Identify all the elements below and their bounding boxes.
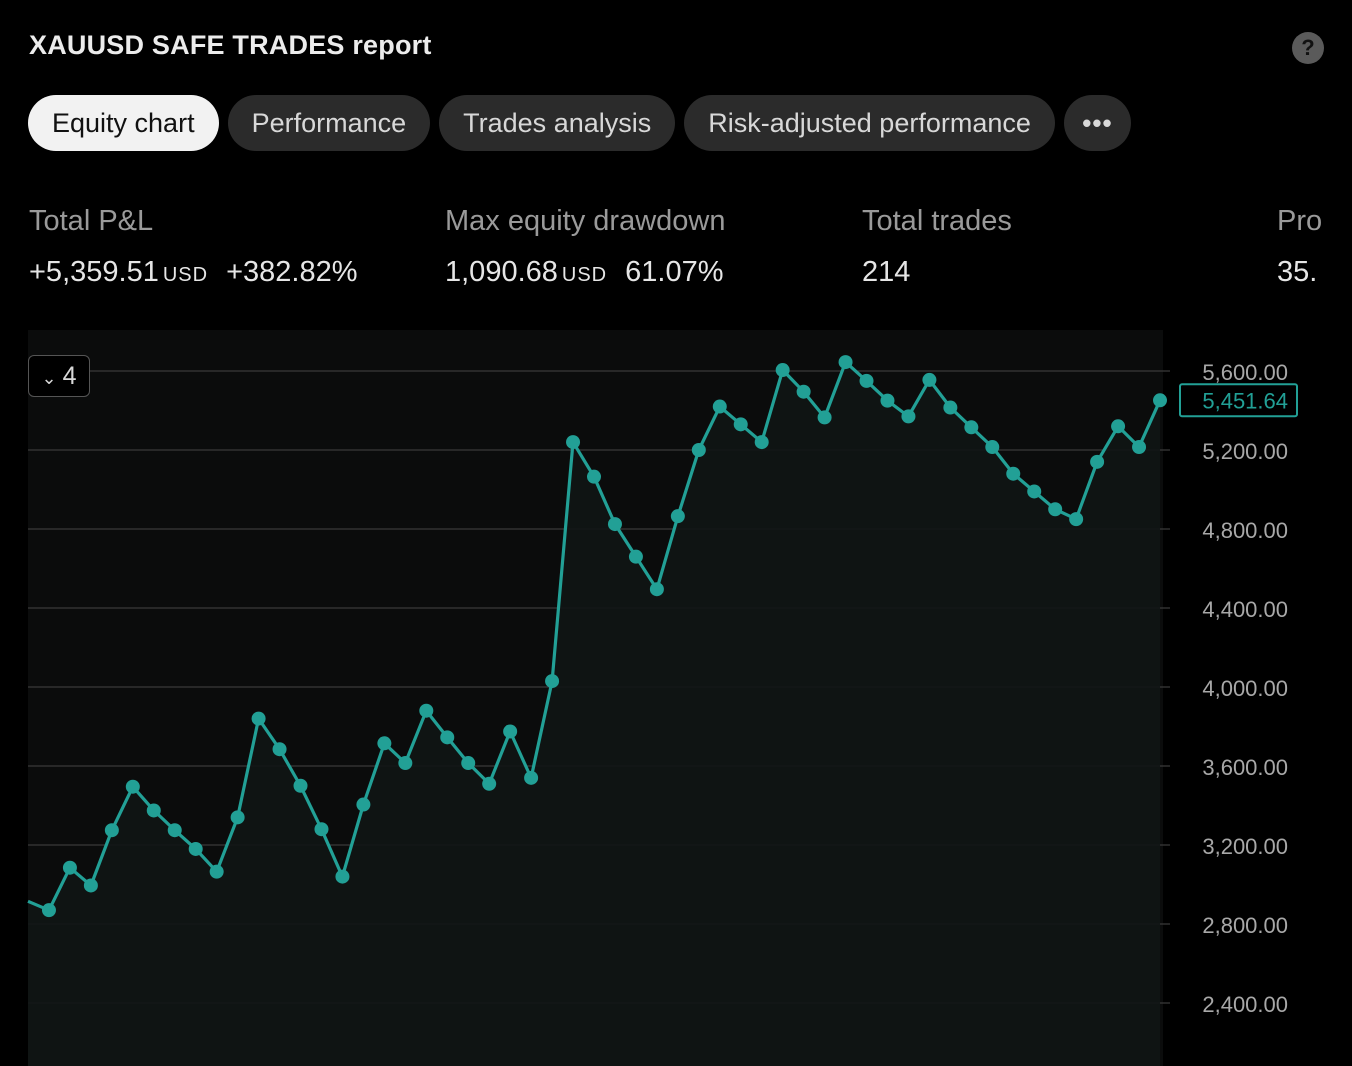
tab-performance[interactable]: Performance: [227, 95, 431, 151]
total-pl-unit: USD: [162, 264, 209, 286]
last-value-box: [1179, 383, 1298, 418]
data-point: [1027, 484, 1042, 499]
profitable-value: 35.: [1277, 256, 1318, 288]
data-point: [670, 509, 685, 524]
data-point: [41, 903, 56, 918]
data-point: [566, 435, 581, 450]
data-point: [943, 400, 958, 415]
stat-max-drawdown: Max equity drawdown 1,090.68 USD 61.07%: [445, 205, 725, 289]
stat-label: Max equity drawdown: [445, 205, 726, 237]
max-drawdown-unit: USD: [561, 264, 608, 286]
max-drawdown-value: 1,090.68: [445, 256, 558, 288]
collapse-button[interactable]: ⌄ 4: [28, 355, 90, 397]
data-point: [188, 841, 203, 856]
data-point: [985, 440, 1000, 455]
data-point: [314, 822, 329, 837]
data-point: [83, 878, 98, 893]
data-point: [146, 803, 161, 818]
total-pl-value: +5,359.51: [29, 256, 159, 288]
data-point: [230, 810, 245, 825]
data-point: [209, 864, 224, 879]
tab-bar: Equity chart Performance Trades analysis…: [28, 95, 1131, 151]
max-drawdown-percent: 61.07%: [625, 256, 724, 288]
data-point: [1048, 502, 1063, 517]
data-point: [125, 779, 140, 794]
data-point: [859, 373, 874, 388]
y-tick-label: 4,400.00: [1202, 597, 1288, 622]
data-point: [167, 823, 182, 838]
data-point: [922, 372, 937, 387]
stat-value: 1,090.68 USD 61.07%: [445, 256, 725, 289]
data-point: [754, 435, 769, 450]
data-point: [796, 384, 811, 399]
y-tick-label: 5,600.00: [1202, 360, 1288, 385]
data-point: [251, 711, 266, 726]
y-tick-label: 2,400.00: [1202, 992, 1288, 1017]
stat-label: Total P&L: [29, 205, 154, 237]
tab-trades-analysis[interactable]: Trades analysis: [439, 95, 676, 151]
y-tick-label: 5,200.00: [1202, 439, 1288, 464]
data-point: [482, 776, 497, 791]
y-tick-label: 3,600.00: [1202, 755, 1288, 780]
stat-total-trades: Total trades 214: [862, 205, 1012, 289]
data-point: [419, 703, 434, 718]
data-point: [880, 393, 895, 408]
data-point: [545, 674, 560, 689]
data-point: [691, 443, 706, 457]
data-point: [461, 756, 476, 771]
stat-label: Pro: [1277, 205, 1323, 237]
stat-label: Total trades: [862, 205, 1012, 237]
data-point: [775, 363, 790, 378]
tab-equity-chart[interactable]: Equity chart: [28, 95, 219, 151]
area-fill: [28, 362, 1160, 1066]
data-point: [733, 417, 748, 432]
data-point: [1132, 440, 1147, 455]
data-point: [104, 823, 119, 838]
y-tick-label: 3,200.00: [1202, 834, 1288, 859]
data-point: [712, 399, 727, 414]
last-value-label: 5,451.64: [1202, 388, 1288, 413]
data-point: [1006, 466, 1021, 481]
data-point: [1153, 393, 1167, 408]
data-point: [649, 582, 664, 597]
data-point: [587, 469, 601, 484]
data-point: [398, 756, 413, 771]
collapse-count: 4: [62, 362, 77, 390]
data-point: [1111, 419, 1126, 434]
data-point: [1069, 512, 1084, 527]
data-point: [335, 869, 350, 884]
y-tick-label: 2,800.00: [1202, 913, 1288, 938]
data-point: [964, 420, 979, 435]
tab-risk-adjusted-performance[interactable]: Risk-adjusted performance: [684, 95, 1055, 151]
y-tick-label: 4,800.00: [1202, 518, 1288, 543]
question-icon[interactable]: ?: [1292, 32, 1324, 64]
total-trades-value: 214: [862, 256, 911, 288]
data-point: [440, 730, 455, 745]
stat-profitable: Pro 35.: [1277, 205, 1322, 289]
data-point: [817, 410, 832, 425]
report-title: XAUUSD SAFE TRADES report: [29, 30, 432, 60]
data-point: [607, 517, 622, 532]
stat-total-pl: Total P&L +5,359.51 USD +382.82%: [29, 205, 357, 289]
data-point: [62, 860, 77, 875]
ellipsis-icon[interactable]: •••: [1063, 95, 1131, 151]
data-point: [524, 770, 539, 785]
y-tick-label: 4,000.00: [1202, 676, 1288, 701]
data-point: [503, 724, 518, 739]
total-pl-percent: +382.82%: [226, 256, 358, 288]
chevron-down-icon: ⌄: [41, 368, 57, 388]
data-point: [1090, 454, 1105, 469]
data-point: [356, 797, 371, 812]
data-point: [293, 778, 308, 793]
data-point: [377, 736, 392, 751]
data-point: [901, 409, 916, 424]
stat-value: +5,359.51 USD +382.82%: [29, 256, 357, 289]
data-point: [272, 742, 287, 757]
data-point: [838, 355, 853, 370]
data-point: [628, 549, 643, 564]
